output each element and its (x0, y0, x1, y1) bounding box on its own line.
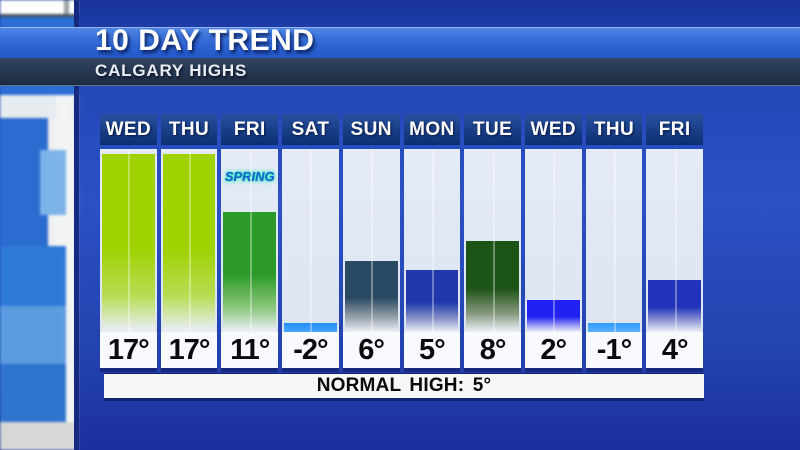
studio-wall-edge (64, 0, 69, 14)
forecast-column: FRI SPRING 11° (221, 114, 279, 372)
temperature-label: 5° (403, 332, 461, 372)
day-header: WED (100, 114, 157, 145)
temperature-label: 8° (464, 332, 521, 372)
temperature-bar (587, 323, 641, 332)
day-header: TUE (464, 114, 521, 145)
normal-high-bar: NORMAL HIGH: 5° (104, 374, 704, 398)
day-header: THU (160, 114, 218, 145)
forecast-column: THU 17° (160, 114, 218, 372)
bar-area: SPRING (221, 149, 279, 332)
forecast-column: WED 17° (100, 114, 157, 372)
studio-screen-band (0, 306, 66, 364)
forecast-column: MON 5° (403, 114, 461, 372)
temperature-label: 11° (221, 332, 279, 372)
temperature-label: -2° (282, 332, 339, 372)
page-subtitle: CALGARY HIGHS (95, 61, 248, 80)
studio-shelf-line (0, 14, 78, 17)
day-header: THU (585, 114, 643, 145)
subtitle-banner: CALGARY HIGHS (0, 58, 800, 86)
temperature-label: -1° (585, 332, 643, 372)
day-header: SAT (282, 114, 339, 145)
bar-area (282, 149, 339, 332)
forecast-column: FRI 4° (646, 114, 704, 372)
chart-columns: WED 17° THU 17° FRI SPRING 11° SAT -2° SUN 6° MON 5°… (100, 114, 704, 372)
forecast-column: SUN 6° (342, 114, 400, 372)
temperature-bar (405, 270, 459, 332)
page-title: 10 DAY TREND (95, 24, 315, 57)
day-header: FRI (646, 114, 704, 145)
studio-wall (0, 0, 78, 14)
spring-annotation: SPRING (224, 169, 275, 184)
temperature-bar (102, 154, 155, 332)
temperature-bar (526, 300, 580, 332)
temperature-bar (344, 261, 398, 332)
temperature-bar (223, 212, 277, 332)
temperature-bar (466, 241, 519, 332)
panel-left-edge (74, 0, 79, 450)
bar-area (464, 149, 521, 332)
temperature-label: 2° (524, 332, 582, 372)
temperature-label: 17° (100, 332, 157, 372)
bar-area (100, 149, 157, 332)
day-header: WED (524, 114, 582, 145)
temperature-label: 6° (342, 332, 400, 372)
title-banner: 10 DAY TREND (0, 24, 800, 59)
temperature-bar (648, 280, 702, 332)
bar-area (160, 149, 218, 332)
bar-area (524, 149, 582, 332)
temperature-label: 4° (646, 332, 704, 372)
temperature-bar (284, 323, 337, 332)
forecast-column: TUE 8° (464, 114, 521, 372)
forecast-column: SAT -2° (282, 114, 339, 372)
bar-area (646, 149, 704, 332)
studio-monitor-glow (40, 150, 66, 215)
studio-floor (0, 422, 78, 450)
day-header: SUN (342, 114, 400, 145)
temperature-bar (162, 154, 216, 332)
forecast-column: THU -1° (585, 114, 643, 372)
bar-area (342, 149, 400, 332)
temperature-label: 17° (160, 332, 218, 372)
bar-area (403, 149, 461, 332)
normal-high-label: NORMAL HIGH: 5° (316, 375, 492, 396)
forecast-column: WED 2° (524, 114, 582, 372)
studio-screen-band (0, 246, 66, 306)
day-header: MON (403, 114, 461, 145)
studio-screen-band (0, 364, 66, 422)
day-header: FRI (221, 114, 279, 145)
bar-area (585, 149, 643, 332)
